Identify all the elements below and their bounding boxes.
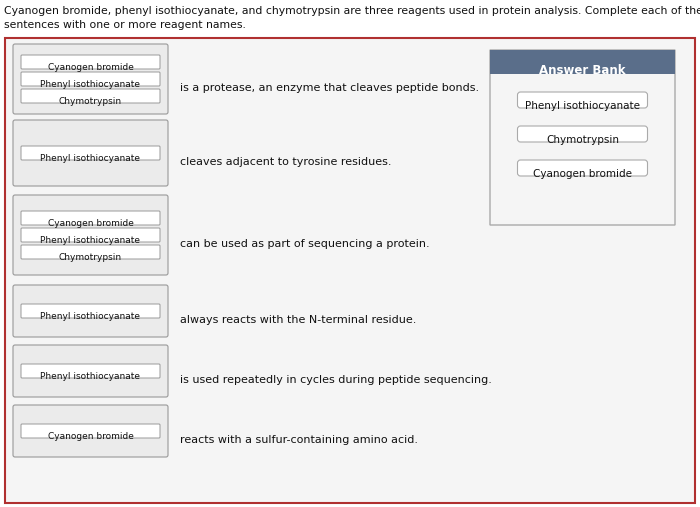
Text: reacts with a sulfur-containing amino acid.: reacts with a sulfur-containing amino ac… — [180, 435, 418, 445]
Text: cleaves adjacent to tyrosine residues.: cleaves adjacent to tyrosine residues. — [180, 157, 391, 167]
Text: Chymotrypsin: Chymotrypsin — [59, 97, 122, 106]
FancyBboxPatch shape — [21, 89, 160, 103]
FancyBboxPatch shape — [13, 44, 168, 114]
FancyBboxPatch shape — [13, 405, 168, 457]
Text: Answer Bank: Answer Bank — [539, 64, 626, 77]
Text: sentences with one or more reagent names.: sentences with one or more reagent names… — [4, 20, 246, 30]
FancyBboxPatch shape — [517, 92, 648, 108]
FancyBboxPatch shape — [13, 195, 168, 275]
FancyBboxPatch shape — [21, 364, 160, 378]
Text: Phenyl isothiocyanate: Phenyl isothiocyanate — [41, 154, 141, 163]
Text: Chymotrypsin: Chymotrypsin — [59, 253, 122, 262]
FancyBboxPatch shape — [21, 72, 160, 86]
Text: Cyanogen bromide: Cyanogen bromide — [48, 219, 134, 228]
FancyBboxPatch shape — [13, 285, 168, 337]
FancyBboxPatch shape — [21, 211, 160, 225]
Text: Cyanogen bromide, phenyl isothiocyanate, and chymotrypsin are three reagents use: Cyanogen bromide, phenyl isothiocyanate,… — [4, 6, 700, 16]
FancyBboxPatch shape — [13, 120, 168, 186]
Text: can be used as part of sequencing a protein.: can be used as part of sequencing a prot… — [180, 239, 430, 249]
FancyBboxPatch shape — [517, 160, 648, 176]
FancyBboxPatch shape — [13, 345, 168, 397]
FancyBboxPatch shape — [21, 424, 160, 438]
Text: always reacts with the N-terminal residue.: always reacts with the N-terminal residu… — [180, 315, 416, 325]
Text: is used repeatedly in cycles during peptide sequencing.: is used repeatedly in cycles during pept… — [180, 375, 492, 385]
Text: Chymotrypsin: Chymotrypsin — [546, 135, 619, 145]
Text: Phenyl isothiocyanate: Phenyl isothiocyanate — [41, 236, 141, 245]
Text: Phenyl isothiocyanate: Phenyl isothiocyanate — [41, 80, 141, 89]
Text: Phenyl isothiocyanate: Phenyl isothiocyanate — [41, 372, 141, 381]
Text: is a protease, an enzyme that cleaves peptide bonds.: is a protease, an enzyme that cleaves pe… — [180, 83, 479, 93]
Text: Cyanogen bromide: Cyanogen bromide — [48, 63, 134, 72]
Text: Phenyl isothiocyanate: Phenyl isothiocyanate — [41, 312, 141, 321]
FancyBboxPatch shape — [21, 304, 160, 318]
FancyBboxPatch shape — [21, 245, 160, 259]
FancyBboxPatch shape — [21, 146, 160, 160]
Text: Cyanogen bromide: Cyanogen bromide — [533, 169, 632, 179]
FancyBboxPatch shape — [490, 50, 675, 74]
Text: Cyanogen bromide: Cyanogen bromide — [48, 432, 134, 441]
FancyBboxPatch shape — [490, 50, 675, 225]
FancyBboxPatch shape — [517, 126, 648, 142]
FancyBboxPatch shape — [5, 38, 695, 503]
Text: Phenyl isothiocyanate: Phenyl isothiocyanate — [525, 101, 640, 111]
FancyBboxPatch shape — [21, 228, 160, 242]
FancyBboxPatch shape — [21, 55, 160, 69]
